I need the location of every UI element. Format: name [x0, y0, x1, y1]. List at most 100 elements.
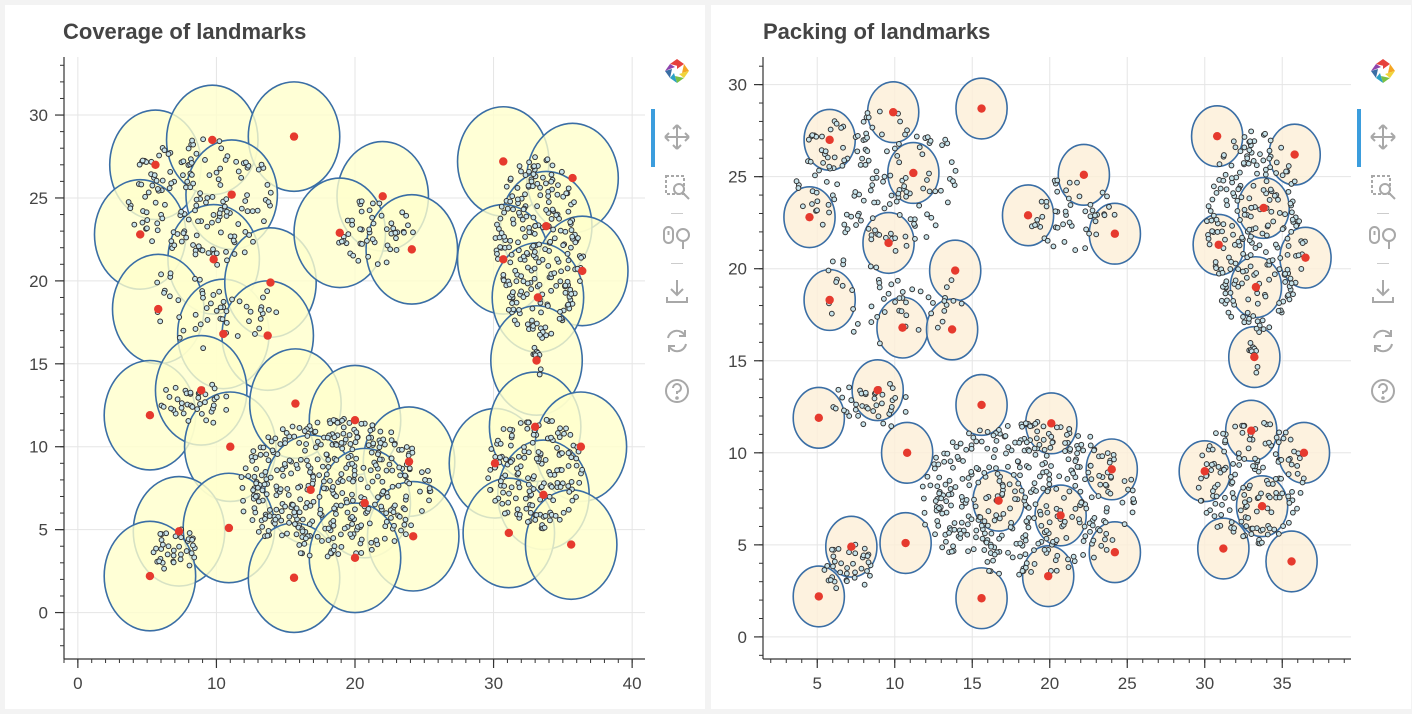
sample-point [1243, 523, 1250, 530]
sample-point [216, 210, 223, 217]
pan-icon[interactable] [661, 121, 693, 153]
sample-point [562, 228, 569, 235]
sample-point [1241, 499, 1248, 506]
sample-point [1263, 178, 1270, 185]
sample-point [500, 426, 507, 432]
sample-point [1246, 195, 1253, 202]
sample-point [575, 235, 581, 241]
sample-point [1241, 491, 1248, 498]
sample-point [251, 505, 258, 512]
sample-point [913, 133, 920, 140]
sample-point [1286, 500, 1293, 506]
sample-point [1228, 313, 1235, 320]
sample-point [355, 257, 362, 264]
help-icon[interactable] [661, 375, 693, 407]
pan-icon[interactable] [1367, 121, 1399, 153]
sample-point [389, 483, 396, 490]
sample-point [330, 522, 337, 529]
sample-point [210, 292, 217, 298]
sample-point [543, 207, 550, 213]
sample-point [1240, 160, 1247, 166]
sample-point [966, 482, 973, 489]
sample-point [934, 483, 941, 490]
sample-point [1091, 515, 1098, 521]
sample-point [841, 407, 847, 414]
sample-point [927, 137, 934, 144]
sample-point [284, 530, 290, 537]
reset-icon[interactable] [661, 325, 693, 357]
landmark-point [1250, 352, 1259, 362]
sample-point [1246, 436, 1253, 443]
sample-point [391, 522, 397, 529]
sample-point [387, 246, 394, 253]
sample-point [192, 311, 199, 318]
sample-point [1290, 291, 1296, 298]
sample-point [1271, 271, 1278, 278]
sample-point [1208, 467, 1215, 474]
sample-point [1026, 447, 1032, 454]
sample-point [1240, 423, 1247, 429]
help-icon[interactable] [1367, 375, 1399, 407]
sample-point [1272, 476, 1279, 482]
sample-point [917, 288, 924, 295]
sample-point [241, 249, 248, 256]
sample-point [1000, 511, 1007, 517]
sample-point [996, 535, 1003, 542]
sample-point [853, 222, 859, 228]
sample-point [1246, 226, 1253, 233]
save-icon[interactable] [1367, 275, 1399, 307]
sample-point [549, 418, 555, 424]
sample-point [565, 450, 572, 456]
sample-point [1121, 521, 1128, 528]
sample-point [569, 233, 576, 240]
reset-icon[interactable] [1367, 325, 1399, 357]
sample-point [852, 189, 859, 195]
save-icon[interactable] [661, 275, 693, 307]
sample-point [509, 300, 515, 307]
sample-point [1023, 439, 1030, 446]
sample-point [1276, 210, 1283, 216]
sample-point [424, 468, 431, 474]
sample-point [1072, 458, 1079, 465]
sample-point [1280, 435, 1287, 442]
sample-point [1287, 275, 1294, 282]
sample-point [833, 585, 840, 592]
bokeh-logo-icon[interactable] [1367, 55, 1399, 87]
sample-point [558, 168, 565, 175]
sample-point [405, 222, 411, 229]
sample-point [1075, 445, 1082, 452]
sample-point [388, 455, 395, 462]
sample-point [557, 308, 563, 315]
sample-point [513, 278, 520, 285]
sample-point [543, 180, 549, 187]
sample-point [507, 237, 514, 244]
sample-point [871, 199, 878, 206]
sample-point [1072, 247, 1079, 253]
wheel-zoom-icon[interactable] [1367, 221, 1399, 253]
sample-point [1276, 300, 1283, 306]
bokeh-logo-icon[interactable] [661, 55, 693, 87]
sample-point [924, 177, 930, 183]
sample-point [1005, 549, 1011, 556]
landmark-point [805, 212, 814, 222]
box-zoom-icon[interactable] [1367, 171, 1399, 203]
box-zoom-icon[interactable] [661, 171, 693, 203]
sample-point [198, 410, 205, 417]
sample-point [390, 509, 397, 516]
sample-point [1266, 439, 1272, 446]
sample-point [273, 309, 280, 316]
sample-point [168, 405, 174, 412]
sample-point [1244, 155, 1251, 162]
sample-point [286, 513, 293, 520]
sample-point [1238, 518, 1245, 525]
sample-point [573, 494, 579, 500]
x-tick-label: 30 [1195, 674, 1214, 693]
sample-point [191, 554, 198, 561]
sample-point [1053, 486, 1060, 492]
sample-point [205, 250, 212, 256]
sample-point [306, 552, 313, 559]
wheel-zoom-icon[interactable] [661, 221, 693, 253]
sample-point [1199, 452, 1206, 459]
